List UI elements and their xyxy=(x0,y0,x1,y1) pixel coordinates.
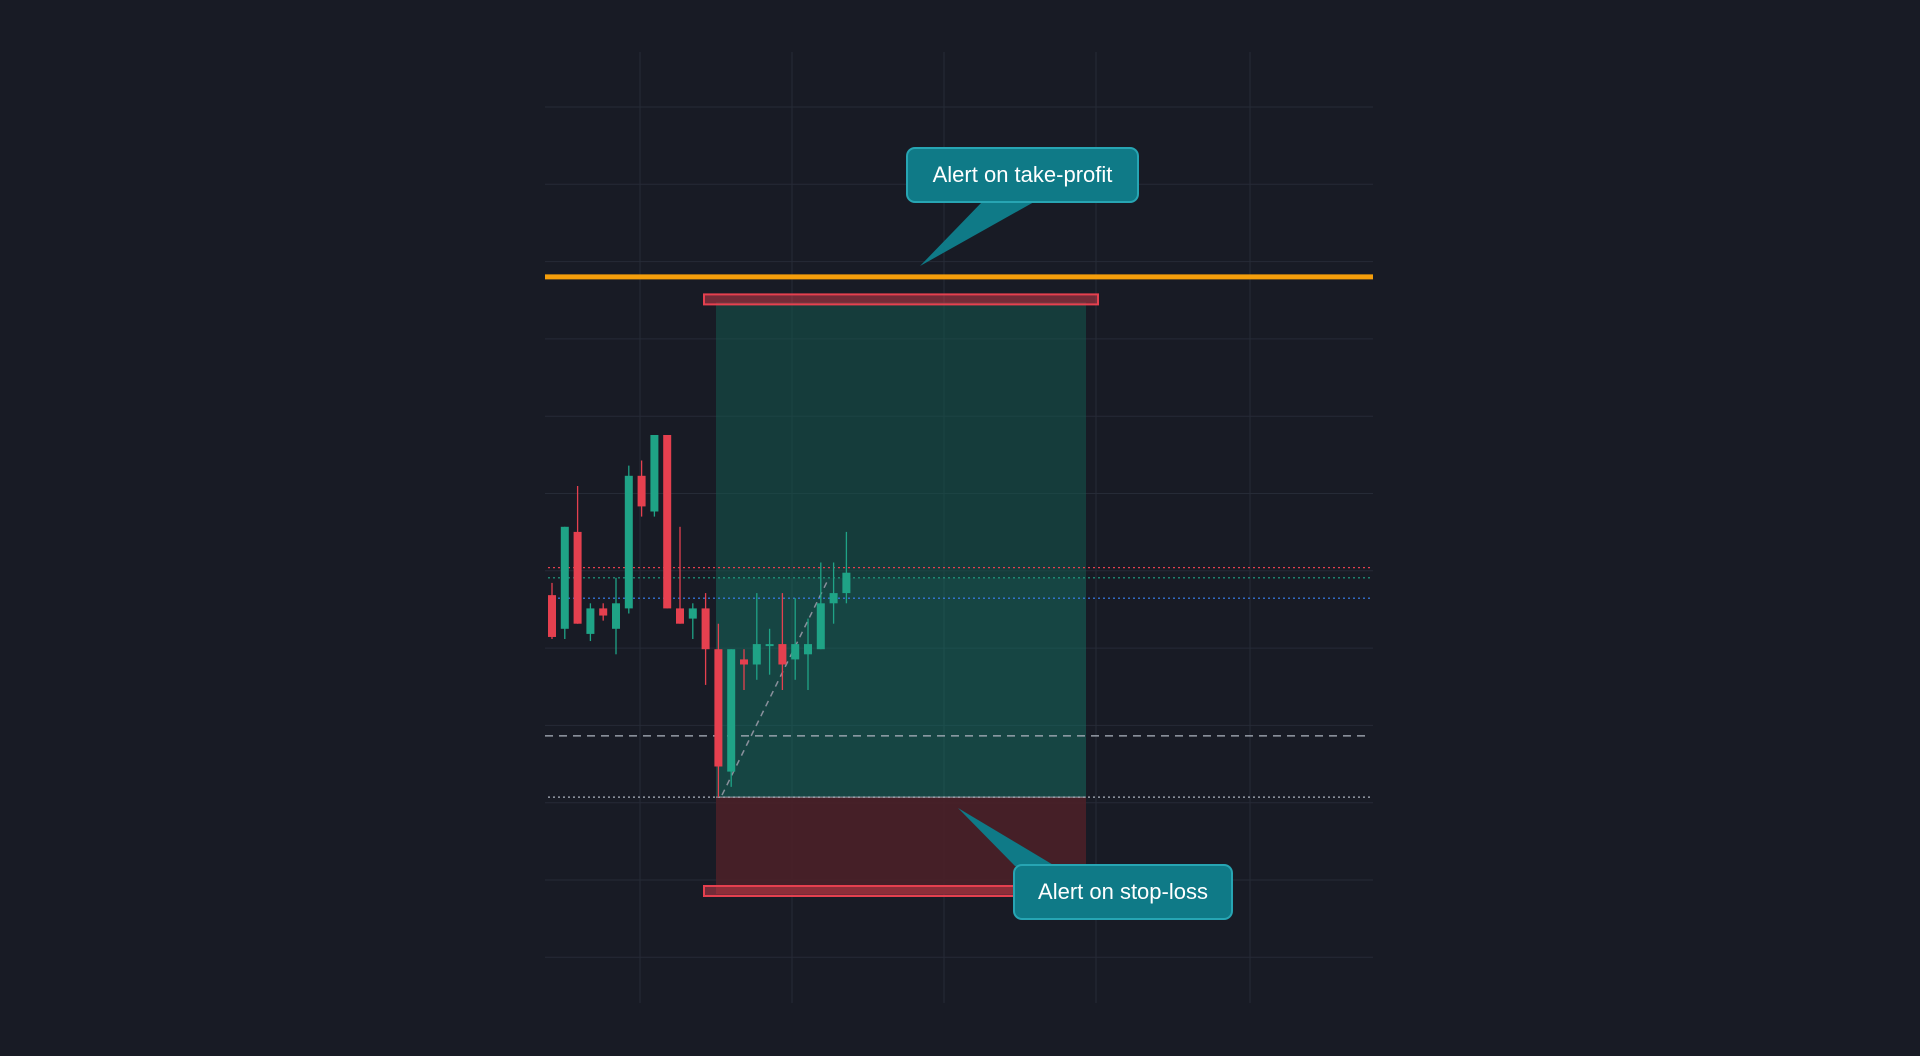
candle-body xyxy=(842,572,851,594)
candle-body xyxy=(829,593,838,604)
stop-loss-callout-pointer xyxy=(958,808,1055,866)
candle-body xyxy=(791,644,800,660)
take-profit-callout-pointer xyxy=(920,202,1034,266)
trend-line xyxy=(721,579,829,796)
candle-body xyxy=(612,603,620,629)
candle-body xyxy=(765,644,774,647)
candle-body xyxy=(714,649,723,767)
candle-body xyxy=(804,644,812,655)
candle-body xyxy=(816,603,825,650)
candle-body xyxy=(548,595,556,637)
candle-body xyxy=(663,435,672,609)
target-zone xyxy=(716,302,1086,578)
candle-body xyxy=(599,608,608,616)
take-profit-order-box xyxy=(703,293,1099,306)
candle-body xyxy=(778,644,787,665)
candle-body xyxy=(650,435,659,512)
candle-body xyxy=(740,659,748,665)
stop-loss-alert-callout: Alert on stop-loss xyxy=(1013,864,1233,920)
candle-body xyxy=(727,649,736,772)
candle-body xyxy=(676,608,684,624)
take-profit-alert-callout: Alert on take-profit xyxy=(906,147,1139,203)
candle-body xyxy=(573,531,582,624)
candle-body xyxy=(752,644,761,665)
profit-zone xyxy=(716,577,1086,798)
candle-body xyxy=(637,475,646,507)
candle-body xyxy=(688,608,697,619)
candle-body xyxy=(701,608,710,650)
candle-body xyxy=(624,475,633,609)
candle-body xyxy=(586,608,595,634)
candle-body xyxy=(560,526,569,629)
